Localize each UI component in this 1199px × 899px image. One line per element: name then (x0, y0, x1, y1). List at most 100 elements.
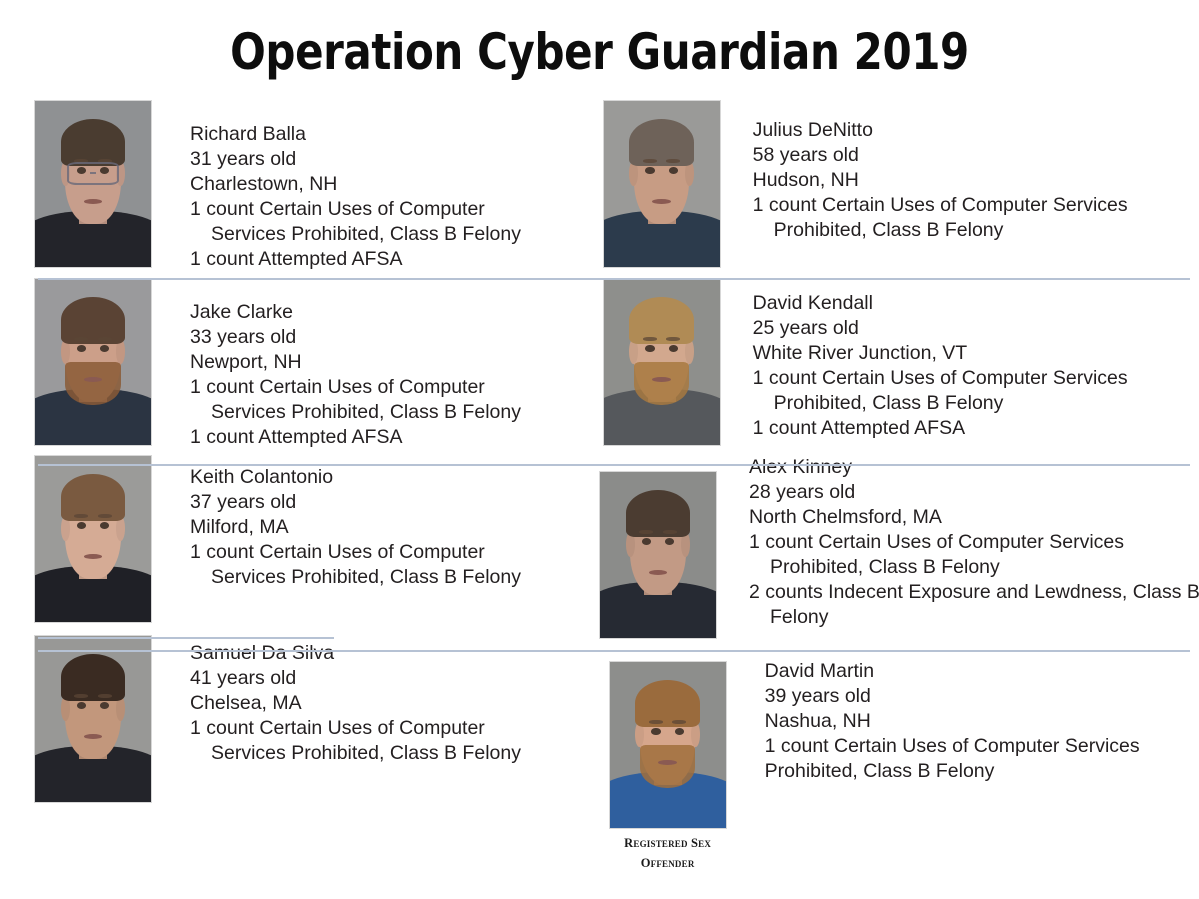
offender-charge-line: Services Prohibited, Class B Felony (211, 401, 521, 423)
section-divider (38, 464, 1190, 466)
roster-row: Samuel Da Silva 41 years old Chelsea, MA 1 … (0, 635, 1199, 873)
mugshot-ear-l (629, 160, 639, 186)
offender-details: Richard Balla 31 years old Charlestown, NH… (152, 100, 521, 272)
offender-details: Alex Kinney 28 years old North Chelmsford,… (717, 455, 1199, 630)
mugshot-ear-l (629, 338, 639, 364)
mugshot-brow-r (672, 720, 687, 725)
mugshot-eye-r (668, 167, 678, 175)
mugshot-mouth (652, 376, 671, 382)
offender-town: White River Junction, VT (752, 342, 968, 364)
mugshot-eye-l (645, 167, 655, 175)
offender-town: Newport, NH (190, 351, 302, 373)
mugshot-mouth (648, 569, 668, 575)
mugshot-brow-r (662, 530, 677, 535)
mugshot-julius-denitto (602, 100, 721, 268)
offender-entry: Alex Kinney 28 years old North Chelmsford,… (587, 455, 1199, 639)
mugshot-brow-l (639, 530, 654, 535)
mugshot-brow-l (643, 337, 657, 342)
mugshot-container (602, 278, 721, 446)
mugshot-hair (629, 119, 695, 166)
mugshot-brow-l (643, 159, 657, 164)
mugshot-ear-r (690, 721, 701, 747)
mugshot-mouth (83, 198, 103, 204)
mugshot-hair (635, 680, 701, 727)
mugshot-eye-r (674, 728, 684, 736)
offender-age: 39 years old (764, 685, 871, 707)
mugshot-hair (60, 119, 126, 166)
offender-name: Samuel Da Silva (190, 642, 335, 664)
mugshot-container: Registered Sex Offender (603, 661, 733, 873)
mugshot-mouth (658, 759, 677, 765)
offender-charge-line: Services Prohibited, Class B Felony (211, 223, 521, 245)
offender-details: Samuel Da Silva 41 years old Chelsea, MA 1 … (152, 635, 521, 766)
mugshot-ear-l (60, 515, 70, 541)
offender-town: North Chelmsford, MA (749, 506, 942, 528)
mugshot-david-kendall (602, 278, 721, 446)
mugshot-mouth (83, 553, 103, 559)
mugshot-brow-r (97, 514, 112, 519)
mugshot-hair (625, 490, 691, 537)
offender-charge-line: Prohibited, Class B Felony (764, 760, 995, 782)
offender-charge-line: 1 count Attempted AFSA (190, 248, 403, 270)
mugshot-brow-r (97, 694, 112, 699)
mugshot-ear-l (625, 531, 635, 557)
mugshot-mouth (652, 198, 671, 204)
mugshot-brow-l (74, 159, 89, 164)
mugshot-container (34, 455, 152, 623)
mugshot-eye-l (651, 728, 661, 736)
mugshot-hair (629, 297, 695, 344)
offender-age: 25 years old (752, 317, 859, 339)
offender-town: Milford, MA (190, 516, 289, 538)
mugshot-ear-l (635, 721, 645, 747)
offender-charge-line: 1 count Certain Uses of Computer Service… (752, 367, 1128, 389)
roster-row: Richard Balla 31 years old Charlestown, NH… (0, 100, 1199, 272)
offender-charge-line: 1 count Certain Uses of Computer (190, 717, 485, 739)
mugshot-brow-l (74, 337, 89, 342)
mugshot-eye-r (99, 345, 110, 353)
registered-sex-offender-caption: Registered Sex Offender (624, 836, 712, 870)
mugshot-eye-l (645, 345, 655, 353)
offender-charge-line: Services Prohibited, Class B Felony (211, 742, 521, 764)
mugshot-eye-l (76, 345, 87, 353)
mugshot-ear-l (60, 695, 70, 721)
mugshot-hair (60, 474, 126, 521)
offender-details: Keith Colantonio 37 years old Milford, MA 1… (152, 455, 521, 590)
mugshot-ear-r (684, 160, 695, 186)
offender-age: 28 years old (749, 481, 856, 503)
offender-town: Hudson, NH (752, 169, 859, 191)
mugshot-ear-r (681, 531, 691, 557)
mugshot-brow-r (666, 337, 681, 342)
offender-name: Julius DeNitto (752, 119, 873, 141)
offender-charge-line: Prohibited, Class B Felony (773, 219, 1004, 241)
offender-charge-line: Felony (770, 606, 829, 628)
offender-charge-line: 2 counts Indecent Exposure and Lewdness,… (749, 581, 1199, 603)
mugshot-beard (633, 362, 690, 406)
offender-town: Charlestown, NH (190, 173, 338, 195)
mugshot-ear-l (60, 160, 70, 186)
mugshot-alex-kinney (599, 471, 717, 639)
mugshot-jake-clarke (34, 278, 152, 446)
mugshot-ear-l (60, 338, 70, 364)
offender-entry: Jake Clarke 33 years old Newport, NH 1 coun… (0, 278, 591, 450)
offender-charge-line: 1 count Certain Uses of Computer (190, 541, 485, 563)
mugshot-brow-l (74, 694, 89, 699)
roster-row: Keith Colantonio 37 years old Milford, MA 1… (0, 455, 1199, 639)
offender-charge-line: 1 count Certain Uses of Computer (190, 198, 485, 220)
offender-entry: David Kendall 25 years old White River Jun… (591, 278, 1199, 450)
mugshot-eye-l (641, 538, 652, 546)
offender-details: Julius DeNitto 58 years old Hudson, NH 1 co… (721, 100, 1128, 243)
mugshot-brow-l (649, 720, 663, 725)
mugshot-eye-l (76, 167, 87, 175)
mugshot-mouth (83, 376, 103, 382)
offender-entry: Samuel Da Silva 41 years old Chelsea, MA 1 … (0, 635, 591, 873)
mugshot-eye-r (99, 522, 110, 530)
offender-charge-line: 1 count Certain Uses of Computer Service… (749, 531, 1124, 553)
mugshot-richard-balla (34, 100, 152, 268)
mugshot-glasses (67, 162, 119, 185)
offender-charge-line: 1 count Certain Uses of Computer Service… (764, 735, 1140, 757)
section-divider (38, 650, 1190, 652)
offender-details: Jake Clarke 33 years old Newport, NH 1 coun… (152, 278, 521, 450)
offender-details: David Kendall 25 years old White River Jun… (721, 278, 1128, 441)
mugshot-ear-r (116, 515, 126, 541)
offender-charge-line: Services Prohibited, Class B Felony (211, 566, 521, 588)
